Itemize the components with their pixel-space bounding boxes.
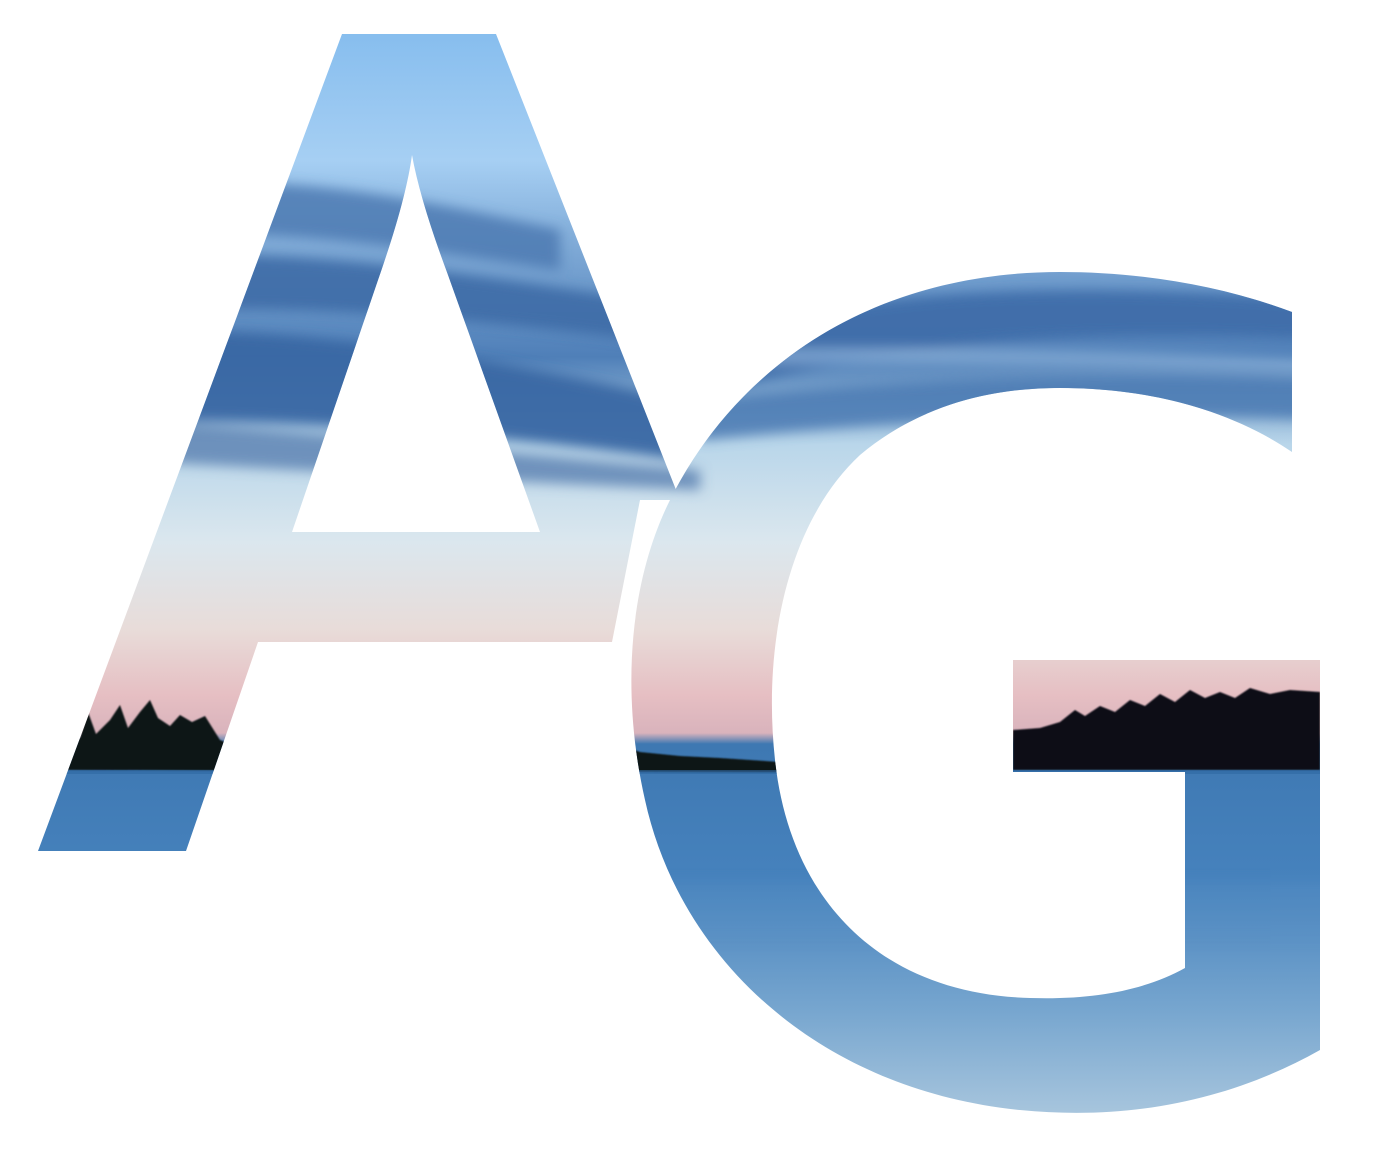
letters-artwork [38,34,1320,1113]
